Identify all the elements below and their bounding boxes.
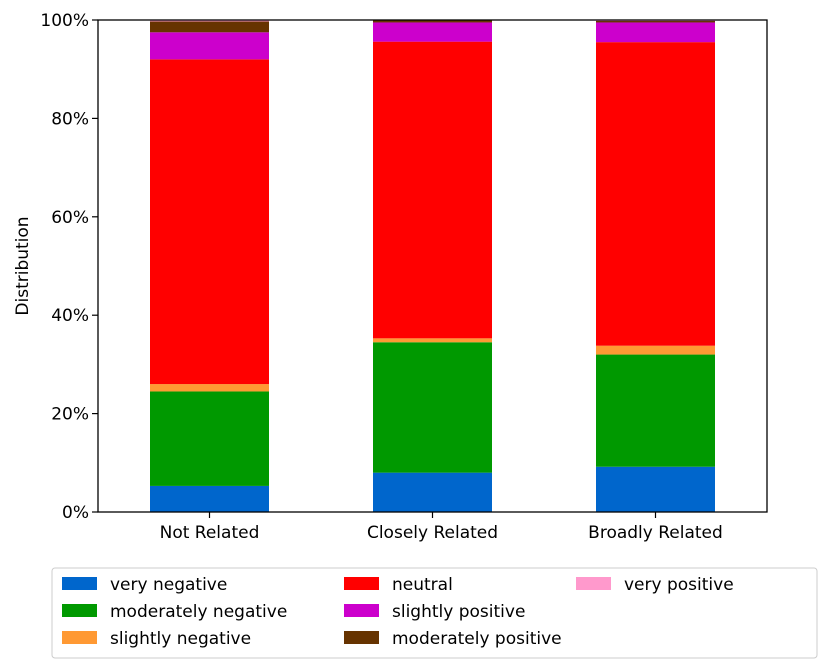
x-tick-label: Broadly Related bbox=[588, 523, 723, 543]
legend-label: moderately negative bbox=[110, 602, 287, 622]
x-tick-label: Not Related bbox=[160, 523, 260, 543]
y-axis: 0% 20% 40% 60% 80% 100% bbox=[40, 11, 98, 523]
bar-segment-slightly-negative-not-related bbox=[150, 384, 269, 392]
bar-segment-slightly-positive-closely-related bbox=[373, 22, 492, 42]
legend-swatch bbox=[576, 577, 611, 590]
bar-segment-slightly-negative-closely-related bbox=[373, 338, 492, 343]
legend-label: slightly positive bbox=[392, 602, 525, 622]
legend-label: moderately positive bbox=[392, 629, 562, 649]
y-tick-label: 80% bbox=[51, 109, 89, 129]
bar-segment-moderately-positive-not-related bbox=[150, 21, 269, 33]
bar-segment-very-negative-closely-related bbox=[373, 472, 492, 512]
legend-label: very negative bbox=[110, 575, 227, 595]
bar-segment-moderately-negative-not-related bbox=[150, 391, 269, 486]
bar-segment-slightly-positive-not-related bbox=[150, 32, 269, 60]
legend-swatch bbox=[344, 631, 379, 644]
legend-label: neutral bbox=[392, 575, 453, 595]
legend-swatch bbox=[62, 631, 97, 644]
legend-label: slightly negative bbox=[110, 629, 251, 649]
bar-segment-moderately-negative-closely-related bbox=[373, 342, 492, 473]
bars-layer bbox=[150, 20, 715, 512]
x-tick-label: Closely Related bbox=[367, 523, 498, 543]
legend-swatch bbox=[344, 577, 379, 590]
bar-segment-slightly-positive-broadly-related bbox=[596, 22, 715, 43]
bar-segment-neutral-closely-related bbox=[373, 41, 492, 339]
legend: very negative moderately negative slightly… bbox=[51, 567, 818, 659]
bar-segment-neutral-not-related bbox=[150, 59, 269, 385]
bar-segment-moderately-positive-broadly-related bbox=[596, 20, 715, 23]
y-tick-label: 20% bbox=[51, 405, 89, 425]
bar-segment-very-negative-not-related bbox=[150, 485, 269, 512]
bar-segment-slightly-negative-broadly-related bbox=[596, 345, 715, 355]
y-tick-label: 40% bbox=[51, 306, 89, 326]
legend-label: very positive bbox=[624, 575, 734, 595]
legend-frame bbox=[51, 567, 818, 659]
bar-segment-very-positive-not-related bbox=[150, 20, 269, 22]
bar-segment-moderately-positive-closely-related bbox=[373, 20, 492, 23]
bar-segment-moderately-negative-broadly-related bbox=[596, 354, 715, 467]
y-tick-label: 60% bbox=[51, 208, 89, 228]
y-axis-title: Distribution bbox=[13, 216, 33, 315]
legend-swatch bbox=[62, 604, 97, 617]
legend-swatch bbox=[344, 604, 379, 617]
legend-swatch bbox=[62, 577, 97, 590]
y-tick-label: 0% bbox=[62, 503, 89, 523]
bar-segment-neutral-broadly-related bbox=[596, 42, 715, 346]
bar-segment-very-negative-broadly-related bbox=[596, 466, 715, 512]
x-axis: Not Related Closely Related Broadly Relate… bbox=[160, 512, 723, 543]
y-tick-label: 100% bbox=[40, 11, 89, 31]
